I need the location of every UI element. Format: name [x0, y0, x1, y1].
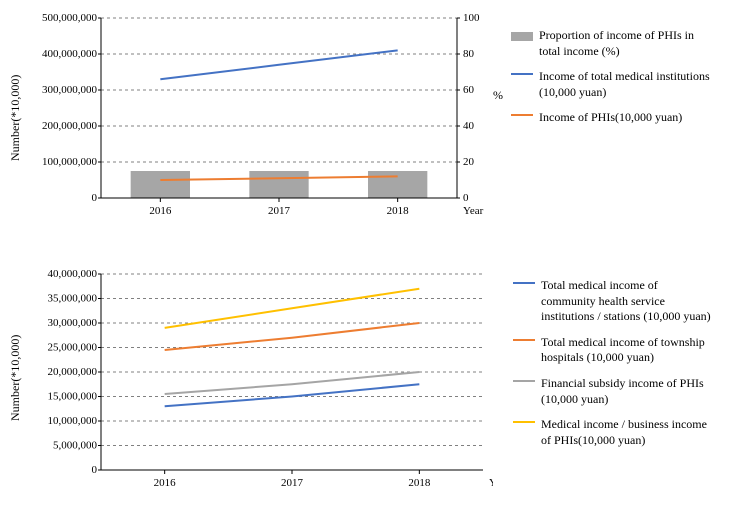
svg-text:20: 20 — [463, 156, 475, 168]
legend-label: Income of PHIs(10,000 yuan) — [539, 110, 682, 126]
svg-text:10,000,000: 10,000,000 — [48, 415, 98, 427]
legend-item-subsidy: Financial subsidy income of PHIs (10,000… — [513, 376, 715, 407]
svg-text:80: 80 — [463, 48, 475, 60]
top-right-axis-label: % — [493, 88, 503, 128]
legend-label: Proportion of income of PHIs in total in… — [539, 28, 713, 59]
svg-text:2017: 2017 — [281, 477, 304, 489]
top-chart: Number(*10,000) 0 100,000,000 200,000,000 3… — [8, 8, 730, 238]
svg-text:0: 0 — [92, 464, 98, 476]
legend-label: Total medical income of township hospita… — [541, 335, 715, 366]
legend-item-total-income: Income of total medical institutions (10… — [511, 69, 713, 100]
svg-text:30,000,000: 30,000,000 — [48, 317, 98, 329]
bottom-chart-svg: 0 5,000,000 10,000,000 15,000,000 20,000,000… — [23, 268, 493, 510]
svg-text:40: 40 — [463, 120, 475, 132]
svg-text:200,000,000: 200,000,000 — [42, 120, 98, 132]
top-left-axis-label: Number(*10,000) — [8, 28, 23, 208]
line-icon — [513, 339, 535, 341]
legend-item-phi-income: Income of PHIs(10,000 yuan) — [511, 110, 713, 126]
legend-item-proportion: Proportion of income of PHIs in total in… — [511, 28, 713, 59]
svg-text:100: 100 — [463, 12, 480, 24]
legend-item-township: Total medical income of township hospita… — [513, 335, 715, 366]
svg-text:400,000,000: 400,000,000 — [42, 48, 98, 60]
svg-text:2018: 2018 — [387, 205, 410, 217]
svg-text:100,000,000: 100,000,000 — [42, 156, 98, 168]
svg-text:2017: 2017 — [268, 205, 291, 217]
legend-item-medical-business: Medical income / business income of PHIs… — [513, 417, 715, 448]
svg-text:2018: 2018 — [408, 477, 431, 489]
svg-text:20,000,000: 20,000,000 — [48, 366, 98, 378]
bottom-chart: Number(*10,000) 0 5,000,000 10,000,000 15,0… — [8, 268, 730, 510]
svg-text:5,000,000: 5,000,000 — [53, 440, 98, 452]
svg-text:35,000,000: 35,000,000 — [48, 293, 98, 305]
legend-label: Total medical income of community health… — [541, 278, 715, 325]
legend-item-community: Total medical income of community health… — [513, 278, 715, 325]
svg-text:500,000,000: 500,000,000 — [42, 12, 98, 24]
svg-text:Year: Year — [463, 205, 484, 217]
line-icon — [513, 282, 535, 284]
svg-text:0: 0 — [92, 192, 98, 204]
legend-label: Financial subsidy income of PHIs (10,000… — [541, 376, 715, 407]
top-legend: Proportion of income of PHIs in total in… — [503, 28, 713, 126]
bottom-legend: Total medical income of community health… — [505, 278, 715, 448]
svg-text:25,000,000: 25,000,000 — [48, 342, 98, 354]
line-icon — [513, 421, 535, 423]
top-chart-svg: 0 100,000,000 200,000,000 300,000,000 400,00… — [23, 8, 493, 238]
svg-text:300,000,000: 300,000,000 — [42, 84, 98, 96]
legend-label: Income of total medical institutions (10… — [539, 69, 713, 100]
line-icon — [511, 73, 533, 75]
svg-text:15,000,000: 15,000,000 — [48, 391, 98, 403]
bar-icon — [511, 32, 533, 41]
svg-text:60: 60 — [463, 84, 475, 96]
svg-text:0: 0 — [463, 192, 469, 204]
svg-text:2016: 2016 — [149, 205, 172, 217]
line-icon — [511, 114, 533, 116]
svg-text:40,000,000: 40,000,000 — [48, 268, 98, 280]
legend-label: Medical income / business income of PHIs… — [541, 417, 715, 448]
svg-text:2016: 2016 — [154, 477, 177, 489]
bottom-axis-label: Number(*10,000) — [8, 278, 23, 478]
line-icon — [513, 380, 535, 382]
